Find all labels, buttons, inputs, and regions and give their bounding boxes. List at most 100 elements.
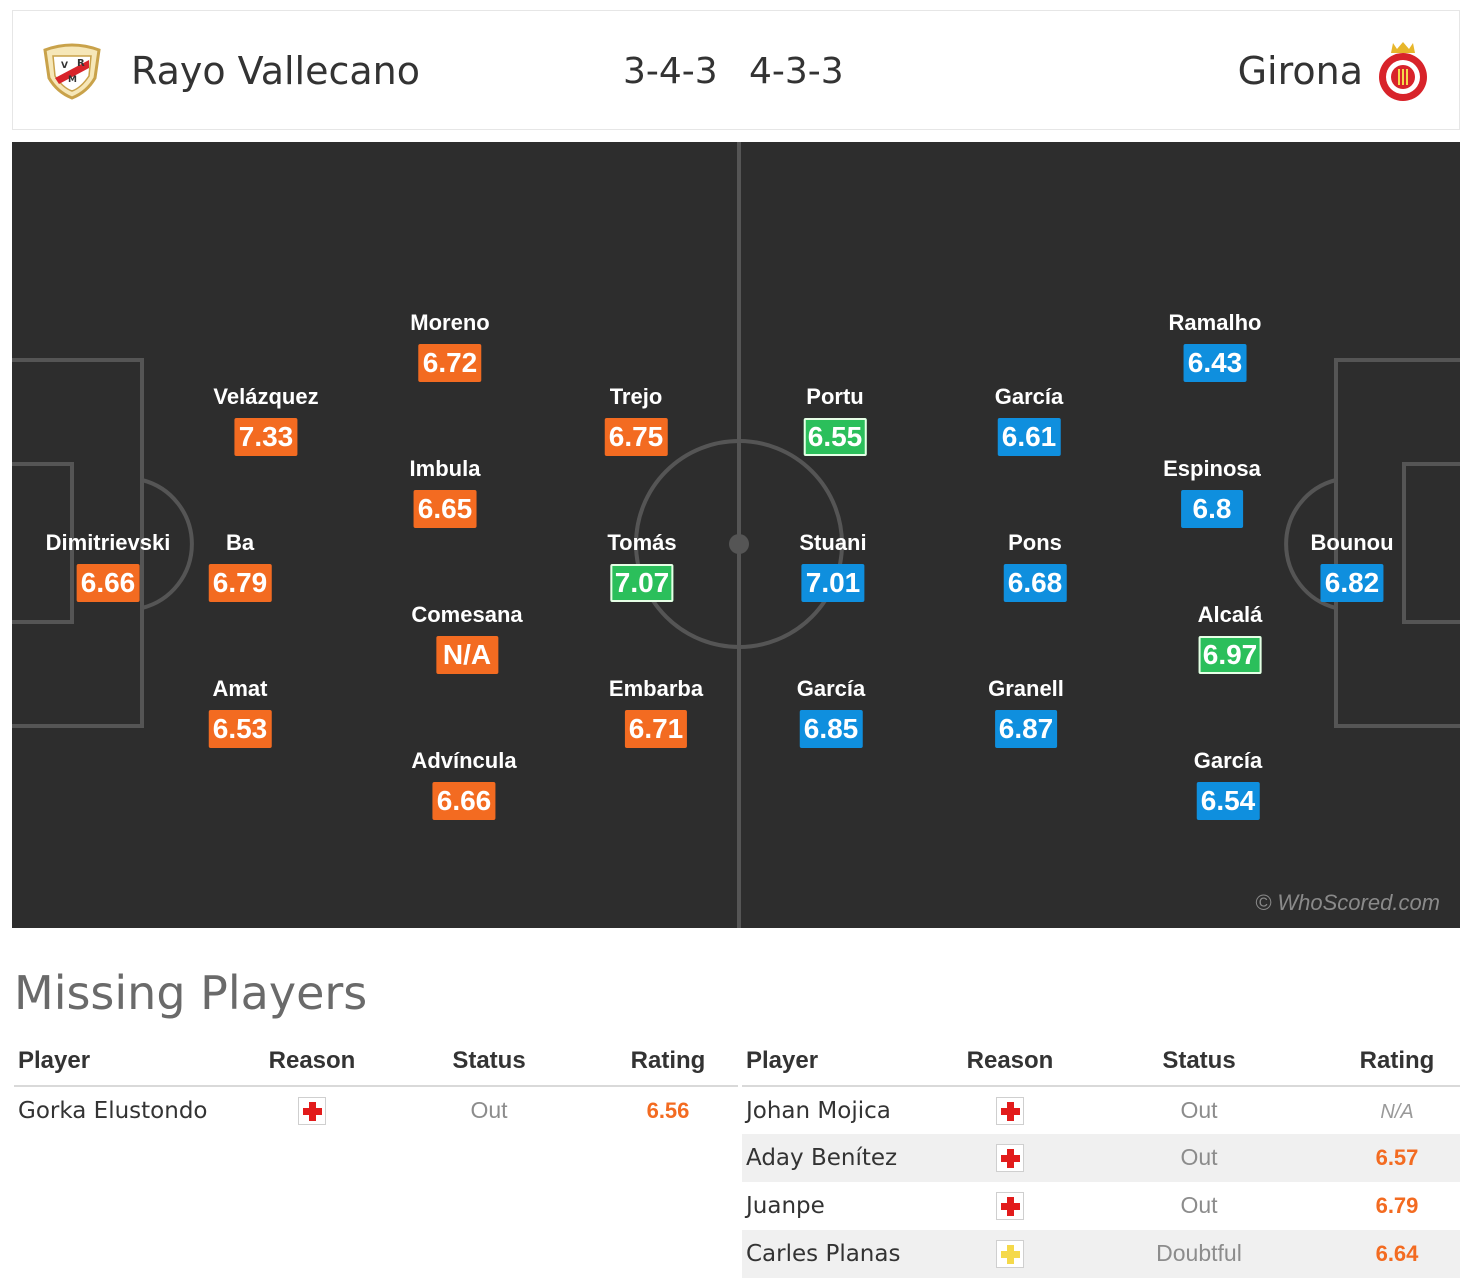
- home-formation: 3-4-3: [623, 51, 718, 92]
- player-rating: 7.01: [801, 564, 865, 602]
- header-status[interactable]: Status: [380, 1036, 598, 1087]
- missing-rating: 6.56: [646, 1097, 690, 1123]
- player-name: Espinosa: [1163, 456, 1261, 481]
- player-marker[interactable]: Portu 6.55: [803, 384, 867, 456]
- player-rating: 7.07: [610, 564, 674, 602]
- missing-rating: 6.79: [1375, 1193, 1419, 1218]
- player-rating: 6.65: [413, 490, 477, 528]
- player-name: Alcalá: [1197, 602, 1263, 627]
- player-marker[interactable]: Bounou 6.82: [1310, 530, 1394, 602]
- player-marker[interactable]: Imbula 6.65: [409, 456, 481, 528]
- player-marker[interactable]: Dimitrievski 6.66: [45, 530, 171, 602]
- player-rating: 6.87: [994, 710, 1058, 748]
- player-name: Portu: [806, 384, 864, 409]
- player-marker[interactable]: Espinosa 6.8: [1163, 456, 1261, 528]
- player-name: Moreno: [410, 310, 490, 335]
- missing-player-name[interactable]: Johan Mojica: [746, 1097, 891, 1124]
- player-name: García: [796, 676, 866, 701]
- player-marker[interactable]: García 6.61: [994, 384, 1064, 456]
- missing-status: Out: [1180, 1192, 1218, 1218]
- injury-icon: [996, 1192, 1024, 1221]
- table-row: Gorka Elustondo Out 6.56: [14, 1086, 738, 1134]
- player-rating: 6.54: [1196, 782, 1260, 820]
- header-rating[interactable]: Rating: [598, 1036, 738, 1087]
- player-name: García: [994, 384, 1064, 409]
- player-marker[interactable]: Stuani 7.01: [799, 530, 867, 602]
- player-marker[interactable]: Embarba 6.71: [609, 676, 703, 748]
- table-row: Juanpe Out 6.79: [742, 1182, 1460, 1230]
- missing-player-name[interactable]: Juanpe: [746, 1193, 825, 1219]
- player-marker[interactable]: Tomás 7.07: [607, 530, 677, 602]
- missing-player-name[interactable]: Carles Planas: [746, 1241, 901, 1267]
- player-name: Trejo: [609, 384, 663, 409]
- player-marker[interactable]: Advíncula 6.66: [411, 748, 517, 820]
- player-rating: 6.79: [208, 564, 272, 602]
- missing-rating: 6.57: [1375, 1145, 1419, 1170]
- player-rating: 6.71: [624, 710, 688, 748]
- svg-text:M: M: [68, 75, 77, 85]
- player-marker[interactable]: Pons 6.68: [1003, 530, 1067, 602]
- svg-text:R: R: [77, 58, 85, 69]
- player-marker[interactable]: Alcalá 6.97: [1197, 602, 1263, 674]
- doubtful-icon: [996, 1240, 1024, 1269]
- player-rating: 6.68: [1003, 564, 1067, 602]
- home-team[interactable]: R V M Rayo Vallecano: [41, 41, 420, 101]
- player-name: Dimitrievski: [45, 530, 171, 555]
- player-name: Advíncula: [411, 748, 517, 773]
- player-marker[interactable]: García 6.85: [796, 676, 866, 748]
- header-player[interactable]: Player: [742, 1036, 956, 1087]
- missing-status: Out: [1180, 1144, 1218, 1170]
- player-name: Tomás: [607, 530, 677, 555]
- home-team-name[interactable]: Rayo Vallecano: [131, 49, 421, 93]
- player-rating: 6.85: [799, 710, 863, 748]
- player-marker[interactable]: García 6.54: [1193, 748, 1263, 820]
- player-name: Bounou: [1310, 530, 1394, 555]
- player-rating: 6.97: [1198, 636, 1262, 674]
- missing-rating: 6.64: [1375, 1241, 1419, 1266]
- header-rating[interactable]: Rating: [1334, 1036, 1460, 1087]
- player-rating: 6.43: [1183, 344, 1247, 382]
- away-missing-table: Player Reason Status Rating Johan Mojica…: [742, 1036, 1460, 1278]
- header-reason[interactable]: Reason: [956, 1036, 1064, 1087]
- player-rating: 6.72: [418, 344, 482, 382]
- away-team[interactable]: Girona: [1238, 39, 1429, 103]
- player-rating: 6.66: [432, 782, 496, 820]
- missing-player-name[interactable]: Aday Benítez: [746, 1145, 898, 1171]
- missing-player-name[interactable]: Gorka Elustondo: [18, 1097, 208, 1124]
- player-rating: 6.8: [1181, 490, 1243, 528]
- injury-icon: [996, 1096, 1024, 1125]
- header-reason[interactable]: Reason: [244, 1036, 380, 1087]
- header-player[interactable]: Player: [14, 1036, 244, 1087]
- table-row: Johan Mojica Out N/A: [742, 1086, 1460, 1134]
- player-marker[interactable]: Moreno 6.72: [410, 310, 490, 382]
- missing-status: Out: [470, 1096, 508, 1123]
- player-rating: 7.33: [234, 418, 298, 456]
- pitch-lines: [12, 142, 1460, 928]
- player-rating: 6.61: [997, 418, 1061, 456]
- missing-rating: N/A: [1380, 1100, 1414, 1123]
- player-marker[interactable]: Ba 6.79: [208, 530, 272, 602]
- player-marker[interactable]: Amat 6.53: [208, 676, 272, 748]
- injury-icon: [298, 1096, 326, 1125]
- player-marker[interactable]: Velázquez 7.33: [213, 384, 319, 456]
- player-rating: 6.55: [803, 418, 867, 456]
- away-team-name[interactable]: Girona: [1237, 49, 1363, 93]
- player-marker[interactable]: Ramalho 6.43: [1168, 310, 1262, 382]
- player-rating: 6.53: [208, 710, 272, 748]
- player-name: García: [1193, 748, 1263, 773]
- player-marker[interactable]: Comesana N/A: [411, 602, 523, 674]
- player-name: Comesana: [411, 602, 523, 627]
- rayo-badge-icon: R V M: [43, 43, 101, 100]
- player-rating: N/A: [436, 636, 498, 674]
- missing-players-title: Missing Players: [14, 966, 368, 1020]
- pitch-lineup: Dimitrievski 6.66 Velázquez 7.33 Ba 6.79…: [12, 142, 1460, 928]
- player-marker[interactable]: Trejo 6.75: [604, 384, 668, 456]
- player-name: Imbula: [409, 456, 481, 481]
- player-marker[interactable]: Granell 6.87: [988, 676, 1064, 748]
- player-name: Velázquez: [213, 384, 319, 409]
- player-name: Amat: [212, 676, 268, 701]
- away-formation: 4-3-3: [749, 51, 844, 92]
- player-name: Ramalho: [1168, 310, 1262, 335]
- header-status[interactable]: Status: [1064, 1036, 1334, 1087]
- player-name: Granell: [988, 676, 1064, 701]
